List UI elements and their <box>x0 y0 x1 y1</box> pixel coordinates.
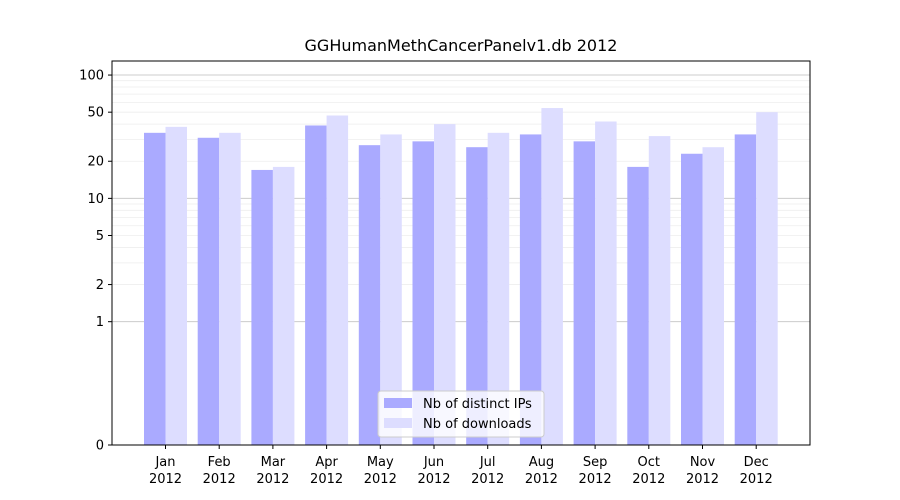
x-tick-label: Dec <box>744 455 769 470</box>
x-tick-label: Oct <box>638 455 660 470</box>
bar-distinct-ips-sep <box>573 141 596 445</box>
bar-distinct-ips-jun <box>412 141 434 445</box>
legend-box <box>377 390 545 438</box>
x-tick-label-year: 2012 <box>417 472 450 487</box>
bar-downloads-oct <box>648 136 671 445</box>
legend: Nb of distinct IPs Nb of downloads <box>377 390 545 438</box>
bar-downloads-may <box>380 134 402 446</box>
x-tick-label-year: 2012 <box>579 472 612 487</box>
bar-distinct-ips-aug <box>519 134 542 446</box>
x-tick-label-year: 2012 <box>740 472 773 487</box>
x-tick-label: Sep <box>583 455 608 470</box>
bars <box>144 108 778 446</box>
bar-downloads-sep <box>595 121 617 445</box>
y-tick-label: 20 <box>87 155 104 170</box>
bar-downloads-aug <box>541 108 563 446</box>
bar-distinct-ips-jul <box>466 147 488 445</box>
x-tick-label-year: 2012 <box>149 472 182 487</box>
axes: Jan2012Feb2012Mar2012Apr2012May2012Jun20… <box>79 69 773 487</box>
bar-distinct-ips-mar <box>251 169 273 445</box>
x-tick-label: Jun <box>423 455 444 470</box>
x-tick-label-year: 2012 <box>256 472 289 487</box>
x-tick-label: Apr <box>315 455 338 470</box>
x-tick-label-year: 2012 <box>686 472 719 487</box>
bar-downloads-apr <box>326 115 349 445</box>
bar-distinct-ips-apr <box>305 125 327 445</box>
y-tick-label: 100 <box>79 69 104 84</box>
y-tick-label: 50 <box>87 106 104 121</box>
bar-downloads-mar <box>272 166 295 445</box>
y-tick-label: 1 <box>96 315 104 330</box>
x-tick-label: Mar <box>261 455 286 470</box>
y-tick-label: 2 <box>96 278 104 293</box>
x-tick-label-year: 2012 <box>364 472 397 487</box>
bar-distinct-ips-dec <box>734 134 757 446</box>
x-tick-label-year: 2012 <box>203 472 236 487</box>
plot-frame <box>111 60 811 446</box>
y-tick-label: 0 <box>96 439 104 454</box>
x-tick-label-year: 2012 <box>525 472 558 487</box>
bar-downloads-jul <box>487 132 510 445</box>
bar-distinct-ips-may <box>358 145 381 445</box>
x-tick-label: Nov <box>690 455 716 470</box>
y-tick-label: 5 <box>96 229 104 244</box>
x-tick-label: Jan <box>154 455 175 470</box>
x-tick-label-year: 2012 <box>310 472 343 487</box>
bar-distinct-ips-jan <box>144 132 166 445</box>
bar-distinct-ips-oct <box>627 166 649 445</box>
x-tick-label: Aug <box>529 455 554 470</box>
x-tick-label: May <box>367 455 394 470</box>
x-tick-label: Jul <box>479 455 496 470</box>
bar-downloads-jan <box>165 126 187 446</box>
x-tick-label-year: 2012 <box>471 472 504 487</box>
chart-title: GGHumanMethCancerPanelv1.db 2012 <box>305 36 618 55</box>
legend-swatch <box>384 418 412 428</box>
y-tick-label: 10 <box>87 192 104 207</box>
bar-distinct-ips-nov <box>681 153 703 445</box>
x-tick-label: Feb <box>208 455 231 470</box>
legend-label: Nb of distinct IPs <box>423 397 532 412</box>
legend-label: Nb of downloads <box>423 417 532 432</box>
bar-distinct-ips-feb <box>197 137 220 445</box>
bar-downloads-feb <box>219 132 241 445</box>
legend-swatch <box>384 398 412 408</box>
bar-downloads-dec <box>756 112 778 446</box>
x-tick-label-year: 2012 <box>632 472 665 487</box>
bar-downloads-jun <box>434 124 456 445</box>
bar-downloads-nov <box>702 147 724 445</box>
